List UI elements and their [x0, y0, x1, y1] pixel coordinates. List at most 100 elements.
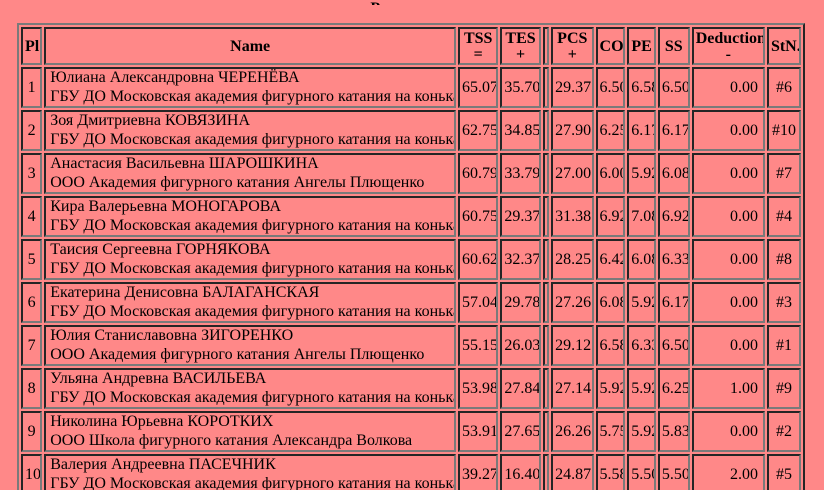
pe-cell: 5.92 — [627, 411, 656, 452]
place-cell: 9 — [21, 411, 43, 452]
col-header-name: Name — [44, 27, 457, 65]
club-name: ГБУ ДО Московская академия фигурного кат… — [50, 216, 457, 234]
place-cell: 10 — [21, 454, 43, 490]
col-header-place: Pl. — [21, 27, 43, 65]
tes-cell: 34.85 — [500, 110, 541, 151]
start-number-cell: #9 — [766, 368, 801, 409]
co-cell: 6.50 — [595, 67, 626, 108]
name-cell: Кира Валерьевна МОНОГАРОВА ГБУ ДО Москов… — [44, 196, 457, 237]
tss-cell: 60.79 — [458, 153, 499, 194]
club-name: ООО Школа фигурного катания Александра В… — [50, 431, 413, 449]
tss-cell: 60.75 — [458, 196, 499, 237]
deduction-cell: 0.00 — [691, 325, 765, 366]
table-row: 2 Зоя Дмитриевна КОВЯЗИНА ГБУ ДО Московс… — [21, 110, 801, 151]
pcs-cell: 27.14 — [551, 368, 594, 409]
club-name: ГБУ ДО Московская академия фигурного кат… — [50, 474, 457, 490]
start-number-cell: #4 — [766, 196, 801, 237]
skater-name: Кира Валерьевна МОНОГАРОВА — [50, 198, 281, 215]
co-cell: 5.75 — [595, 411, 626, 452]
table-row: 3 Анастасия Васильевна ШАРОШКИНА ООО Ака… — [21, 153, 801, 194]
col-header-pcs: PCS + — [551, 27, 594, 65]
club-name: ГБУ ДО Московская академия фигурного кат… — [50, 259, 457, 277]
ss-cell: 5.83 — [657, 411, 690, 452]
deduction-cell: 0.00 — [691, 411, 765, 452]
table-row: 10 Валерия Андреевна ПАСЕЧНИК ГБУ ДО Мос… — [21, 454, 801, 490]
place-cell: 1 — [21, 67, 43, 108]
club-name: ГБУ ДО Московская академия фигурного кат… — [50, 130, 457, 148]
spacer-cell — [542, 196, 550, 237]
spacer-cell — [542, 67, 550, 108]
ss-cell: 6.92 — [657, 196, 690, 237]
place-cell: 3 — [21, 153, 43, 194]
name-cell: Ульяна Андревна ВАСИЛЬЕВА ГБУ ДО Московс… — [44, 368, 457, 409]
place-cell: 7 — [21, 325, 43, 366]
spacer-cell — [542, 110, 550, 151]
start-number-cell: #2 — [766, 411, 801, 452]
tss-cell: 39.27 — [458, 454, 499, 490]
name-cell: Таисия Сергеевна ГОРНЯКОВА ГБУ ДО Москов… — [44, 239, 457, 280]
tss-cell: 57.04 — [458, 282, 499, 323]
ss-cell: 6.25 — [657, 368, 690, 409]
pcs-cell: 28.25 — [551, 239, 594, 280]
skater-name: Юлия Станиславовна ЗИГОРЕНКО — [50, 327, 294, 344]
skater-name: Ульяна Андревна ВАСИЛЬЕВА — [50, 370, 267, 387]
tes-cell: 33.79 — [500, 153, 541, 194]
pe-cell: 5.50 — [627, 454, 656, 490]
place-cell: 4 — [21, 196, 43, 237]
col-header-deduction: Deduction - — [691, 27, 765, 65]
place-cell: 2 — [21, 110, 43, 151]
ss-cell: 6.33 — [657, 239, 690, 280]
start-number-cell: #5 — [766, 454, 801, 490]
tss-cell: 62.75 — [458, 110, 499, 151]
co-cell: 6.00 — [595, 153, 626, 194]
place-cell: 6 — [21, 282, 43, 323]
start-number-cell: #7 — [766, 153, 801, 194]
deduction-cell: 0.00 — [691, 110, 765, 151]
ss-cell: 6.17 — [657, 110, 690, 151]
pe-cell: 5.92 — [627, 153, 656, 194]
results-table: Pl. Name TSS = TES + PCS + CO PE SS Deducti… — [17, 23, 805, 490]
club-name: ООО Академия фигурного катания Ангелы Пл… — [50, 345, 425, 363]
skater-name: Анастасия Васильевна ШАРОШКИНА — [50, 155, 319, 172]
skater-name: Таисия Сергеевна ГОРНЯКОВА — [50, 241, 271, 258]
co-cell: 6.92 — [595, 196, 626, 237]
pcs-cell: 24.87 — [551, 454, 594, 490]
table-row: 1 Юлиана Александровна ЧЕРЕНЁВА ГБУ ДО М… — [21, 67, 801, 108]
ss-cell: 6.17 — [657, 282, 690, 323]
deduction-cell: 0.00 — [691, 153, 765, 194]
table-row: 7 Юлия Станиславовна ЗИГОРЕНКО ООО Акаде… — [21, 325, 801, 366]
co-cell: 6.08 — [595, 282, 626, 323]
clipped-page-heading: Результаты — [0, 0, 824, 6]
col-header-co: CO — [595, 27, 626, 65]
skater-name: Николина Юрьевна КОРОТКИХ — [50, 413, 274, 430]
deduction-cell: 0.00 — [691, 196, 765, 237]
club-name: ГБУ ДО Московская академия фигурного кат… — [50, 388, 457, 406]
co-cell: 5.58 — [595, 454, 626, 490]
tss-cell: 65.07 — [458, 67, 499, 108]
pcs-cell: 29.37 — [551, 67, 594, 108]
ss-cell: 6.50 — [657, 67, 690, 108]
co-cell: 6.58 — [595, 325, 626, 366]
tes-cell: 26.03 — [500, 325, 541, 366]
spacer-cell — [542, 325, 550, 366]
table-row: 8 Ульяна Андревна ВАСИЛЬЕВА ГБУ ДО Моско… — [21, 368, 801, 409]
start-number-cell: #6 — [766, 67, 801, 108]
table-row: 9 Николина Юрьевна КОРОТКИХ ООО Школа фи… — [21, 411, 801, 452]
deduction-cell: 0.00 — [691, 67, 765, 108]
start-number-cell: #8 — [766, 239, 801, 280]
pe-cell: 5.92 — [627, 368, 656, 409]
pcs-cell: 27.26 — [551, 282, 594, 323]
name-cell: Валерия Андреевна ПАСЕЧНИК ГБУ ДО Москов… — [44, 454, 457, 490]
pcs-cell: 31.38 — [551, 196, 594, 237]
pcs-cell: 29.12 — [551, 325, 594, 366]
header-row: Pl. Name TSS = TES + PCS + CO PE SS Deducti… — [21, 27, 801, 65]
skater-name: Екатерина Денисовна БАЛАГАНСКАЯ — [50, 284, 320, 301]
tes-cell: 29.78 — [500, 282, 541, 323]
skater-name: Юлиана Александровна ЧЕРЕНЁВА — [50, 69, 300, 86]
tes-cell: 27.84 — [500, 368, 541, 409]
pe-cell: 5.92 — [627, 282, 656, 323]
clipped-page-heading-text: Результаты — [370, 1, 453, 6]
club-name: ГБУ ДО Московская академия фигурного кат… — [50, 302, 457, 320]
pcs-cell: 26.26 — [551, 411, 594, 452]
place-cell: 8 — [21, 368, 43, 409]
